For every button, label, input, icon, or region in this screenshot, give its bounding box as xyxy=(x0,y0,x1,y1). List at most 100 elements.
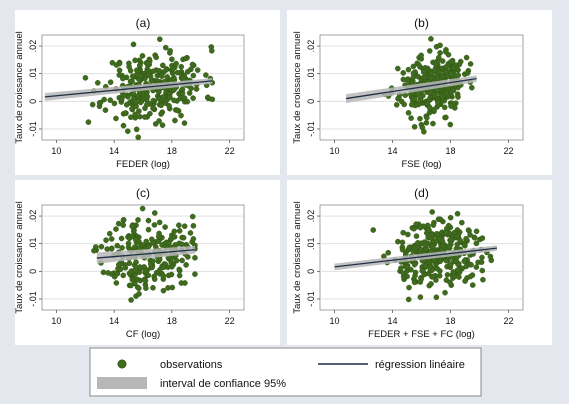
data-point xyxy=(178,112,184,119)
data-point xyxy=(413,233,420,239)
data-point xyxy=(443,114,449,121)
data-point xyxy=(461,258,468,265)
data-point xyxy=(132,57,138,64)
data-point xyxy=(479,267,486,274)
data-point xyxy=(430,120,436,127)
legend-observations-label: observations xyxy=(160,359,223,371)
data-point xyxy=(443,257,449,264)
data-point xyxy=(89,101,96,108)
x-tick-label: 10 xyxy=(51,316,61,326)
data-point xyxy=(446,243,453,250)
data-point xyxy=(159,122,166,128)
data-point xyxy=(137,113,143,120)
data-point xyxy=(116,261,122,268)
x-tick-label: 10 xyxy=(329,316,339,326)
data-point xyxy=(209,47,215,54)
data-point xyxy=(153,54,159,61)
data-point xyxy=(411,225,417,232)
data-point xyxy=(136,108,142,114)
data-point xyxy=(411,279,418,286)
data-point xyxy=(427,235,434,241)
data-point xyxy=(132,111,138,118)
data-point xyxy=(123,101,130,108)
data-point xyxy=(160,94,166,100)
x-axis-label: FEDER (log) xyxy=(116,159,170,170)
data-point xyxy=(176,272,183,279)
data-point xyxy=(192,271,198,277)
y-tick-label: .01 xyxy=(306,237,316,250)
regression-line xyxy=(44,80,213,98)
data-point xyxy=(448,103,454,109)
data-point xyxy=(405,66,412,73)
data-point xyxy=(411,261,418,268)
data-point xyxy=(404,77,411,83)
data-point xyxy=(450,87,457,94)
legend-regression-label: régression linéaire xyxy=(375,359,465,371)
data-point xyxy=(448,236,455,243)
confidence-band xyxy=(96,245,195,264)
data-point xyxy=(405,110,412,116)
data-point xyxy=(183,262,189,268)
data-point xyxy=(424,222,431,229)
data-point xyxy=(408,101,415,108)
x-tick-label: 10 xyxy=(51,146,61,156)
y-tick-label: .01 xyxy=(306,67,316,80)
data-point xyxy=(94,80,101,86)
data-point xyxy=(142,268,149,274)
legend-ci-swatch xyxy=(97,377,147,389)
data-point xyxy=(406,244,413,251)
data-point xyxy=(181,95,188,101)
data-point xyxy=(434,98,441,105)
panel-title: (d) xyxy=(414,186,429,200)
data-point xyxy=(176,266,182,273)
data-point xyxy=(98,243,105,250)
data-point xyxy=(464,70,471,76)
data-point xyxy=(170,65,177,72)
legend-ci-label: interval de confiance 95% xyxy=(160,378,286,390)
data-point xyxy=(469,84,475,91)
data-point xyxy=(145,67,152,74)
data-point xyxy=(398,265,404,271)
data-point xyxy=(454,233,460,239)
panel-title: (a) xyxy=(136,16,151,30)
data-point xyxy=(426,104,433,111)
x-tick-label: 14 xyxy=(109,146,119,156)
data-point xyxy=(171,86,177,93)
data-point xyxy=(469,282,476,288)
data-point xyxy=(141,114,148,120)
data-point xyxy=(139,53,146,59)
data-point xyxy=(426,227,432,233)
data-point xyxy=(171,74,177,81)
y-tick-label: -.01 xyxy=(306,121,316,137)
data-point xyxy=(404,264,410,270)
data-point xyxy=(129,276,136,283)
data-point xyxy=(454,267,461,273)
legend-observation-marker xyxy=(117,359,127,369)
data-point xyxy=(156,118,162,124)
panel-title: (c) xyxy=(136,186,150,200)
data-point xyxy=(431,106,437,113)
data-point xyxy=(119,244,125,251)
data-point xyxy=(133,126,140,133)
data-point xyxy=(428,281,434,287)
data-point xyxy=(120,75,126,82)
data-point xyxy=(439,73,446,80)
data-point xyxy=(120,272,127,279)
data-point xyxy=(455,94,461,100)
data-point xyxy=(428,75,434,81)
data-point xyxy=(478,259,485,265)
data-point xyxy=(143,238,150,245)
data-point xyxy=(442,48,449,55)
data-point xyxy=(448,71,454,77)
panel-4: (d) -.01 0 .01 .02 10 14 18 22 FEDER + FSE + FC (… xyxy=(287,180,552,345)
data-point xyxy=(444,272,451,278)
data-point xyxy=(130,228,137,235)
data-point xyxy=(433,294,440,301)
data-point xyxy=(160,273,167,279)
y-tick-label: .02 xyxy=(28,40,38,53)
x-axis-label: FSE (log) xyxy=(401,159,441,170)
data-point xyxy=(436,54,442,61)
y-axis-label: Taux de croissance annuel xyxy=(292,31,303,144)
data-point xyxy=(122,264,129,271)
data-point xyxy=(163,67,170,73)
